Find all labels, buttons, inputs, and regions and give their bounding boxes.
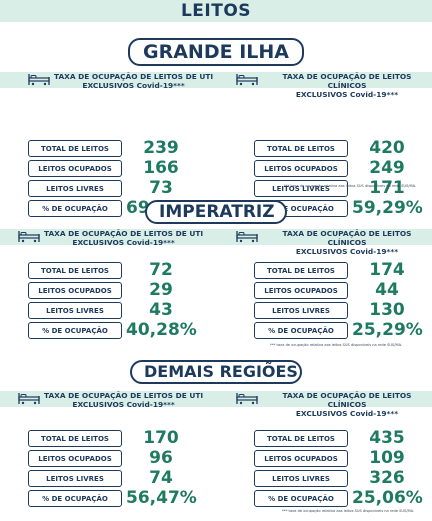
row-label: % DE OCUPAÇÃO [254, 490, 348, 507]
uti-header: TAXA DE OCUPAÇÃO DE LEITOS DE UTI EXCLUS… [18, 229, 218, 255]
row-value: 29 [149, 280, 173, 300]
row-value: 239 [143, 138, 179, 158]
hospital-bed-icon [28, 74, 50, 86]
row-label: LEITOS OCUPADOS [28, 282, 122, 299]
row-label: LEITOS OCUPADOS [254, 160, 348, 177]
uti-header-line1: TAXA DE OCUPAÇÃO DE LEITOS DE UTI [44, 391, 204, 400]
clinicos-header-line2: EXCLUSIVOS Covid-19*** [295, 409, 399, 418]
row-label: % DE OCUPAÇÃO [28, 322, 122, 339]
row-value: 174 [369, 260, 405, 280]
clinicos-header: TAXA DE OCUPAÇÃO DE LEITOS CLÍNICOS EXCL… [236, 72, 432, 99]
row-label: LEITOS OCUPADOS [254, 450, 348, 467]
uti-header-line1: TAXA DE OCUPAÇÃO DE LEITOS DE UTI [54, 72, 214, 81]
row-value: 25,29% [352, 320, 423, 340]
row-label: TOTAL DE LEITOS [28, 140, 122, 157]
row-value: 166 [143, 158, 179, 178]
row-label: LEITOS OCUPADOS [28, 160, 122, 177]
section-imperatriz: IMPERATRIZ TAXA DE OCUPAÇÃO DE LEITOS DE… [0, 200, 432, 355]
row-value: 96 [149, 448, 173, 468]
row-value: 44 [375, 280, 399, 300]
row-label: LEITOS OCUPADOS [28, 450, 122, 467]
clinicos-header: TAXA DE OCUPAÇÃO DE LEITOS CLÍNICOS EXCL… [236, 391, 432, 418]
header-band [0, 391, 432, 407]
uti-header-line2: EXCLUSIVOS Covid-19*** [72, 400, 175, 409]
hospital-bed-icon [18, 231, 40, 243]
region-title: IMPERATRIZ [145, 200, 287, 224]
uti-header-line2: EXCLUSIVOS Covid-19*** [82, 81, 185, 90]
row-label: TOTAL DE LEITOS [28, 262, 122, 279]
uti-header: TAXA DE OCUPAÇÃO DE LEITOS DE UTI EXCLUS… [28, 72, 218, 98]
row-value: 74 [149, 468, 173, 488]
hospital-bed-icon [18, 393, 40, 405]
row-label: TOTAL DE LEITOS [254, 262, 348, 279]
hospital-bed-icon [236, 393, 258, 405]
hospital-bed-icon [236, 74, 258, 86]
row-value: 171 [369, 178, 405, 198]
clinicos-header-line2: EXCLUSIVOS Covid-19*** [295, 90, 399, 99]
row-value: 170 [143, 428, 179, 448]
uti-header-line2: EXCLUSIVOS Covid-19*** [72, 238, 175, 247]
row-value: 25,06% [352, 488, 423, 508]
row-label: LEITOS OCUPADOS [254, 282, 348, 299]
top-header-band [0, 0, 432, 22]
footnote: *** taxa de ocupação relativa aos leitos… [282, 509, 415, 513]
row-value: 435 [369, 428, 405, 448]
row-value: 40,28% [126, 320, 197, 340]
row-value: 249 [369, 158, 405, 178]
region-title: GRANDE ILHA [128, 38, 304, 66]
section-grande-ilha: GRANDE ILHA TAXA DE OCUPAÇÃO DE LEITOS D… [0, 38, 432, 218]
footnote: *** taxa de ocupação relativa aos leitos… [284, 184, 417, 188]
row-label: LEITOS LIVRES [254, 470, 348, 487]
row-label: LEITOS LIVRES [28, 470, 122, 487]
uti-header-line1: TAXA DE OCUPAÇÃO DE LEITOS DE UTI [44, 229, 204, 238]
region-title: DEMAIS REGIÕES [130, 360, 302, 384]
header-band [0, 229, 432, 245]
row-label: LEITOS LIVRES [28, 302, 122, 319]
footnote: *** taxa de ocupação relativa aos leitos… [270, 343, 403, 347]
row-label: % DE OCUPAÇÃO [254, 322, 348, 339]
row-label: TOTAL DE LEITOS [254, 140, 348, 157]
row-value: 130 [369, 300, 405, 320]
section-demais-regioes: DEMAIS REGIÕES TAXA DE OCUPAÇÃO DE LEITO… [0, 360, 432, 518]
row-value: 43 [149, 300, 173, 320]
row-label: % DE OCUPAÇÃO [28, 490, 122, 507]
row-value: 326 [369, 468, 405, 488]
page-title: LEITOS [180, 1, 252, 21]
row-label: LEITOS LIVRES [28, 180, 122, 197]
row-value: 72 [149, 260, 173, 280]
row-value: 59,29% [352, 198, 423, 218]
row-label: TOTAL DE LEITOS [28, 430, 122, 447]
header-band [0, 72, 432, 88]
row-value: 73 [149, 178, 173, 198]
row-label: % DE OCUPAÇÃO [28, 200, 122, 217]
row-label: LEITOS LIVRES [254, 180, 348, 197]
clinicos-header-line1: TAXA DE OCUPAÇÃO DE LEITOS CLÍNICOS [282, 72, 412, 90]
row-label: LEITOS LIVRES [254, 302, 348, 319]
clinicos-header-line2: EXCLUSIVOS Covid-19*** [295, 247, 399, 256]
row-value: 109 [369, 448, 405, 468]
uti-header: TAXA DE OCUPAÇÃO DE LEITOS DE UTI EXCLUS… [18, 391, 218, 417]
clinicos-header: TAXA DE OCUPAÇÃO DE LEITOS CLÍNICOS EXCL… [236, 229, 432, 256]
row-label: TOTAL DE LEITOS [254, 430, 348, 447]
hospital-bed-icon [236, 231, 258, 243]
clinicos-header-line1: TAXA DE OCUPAÇÃO DE LEITOS CLÍNICOS [282, 229, 412, 247]
row-value: 420 [369, 138, 405, 158]
clinicos-header-line1: TAXA DE OCUPAÇÃO DE LEITOS CLÍNICOS [282, 391, 412, 409]
row-value: 56,47% [126, 488, 197, 508]
